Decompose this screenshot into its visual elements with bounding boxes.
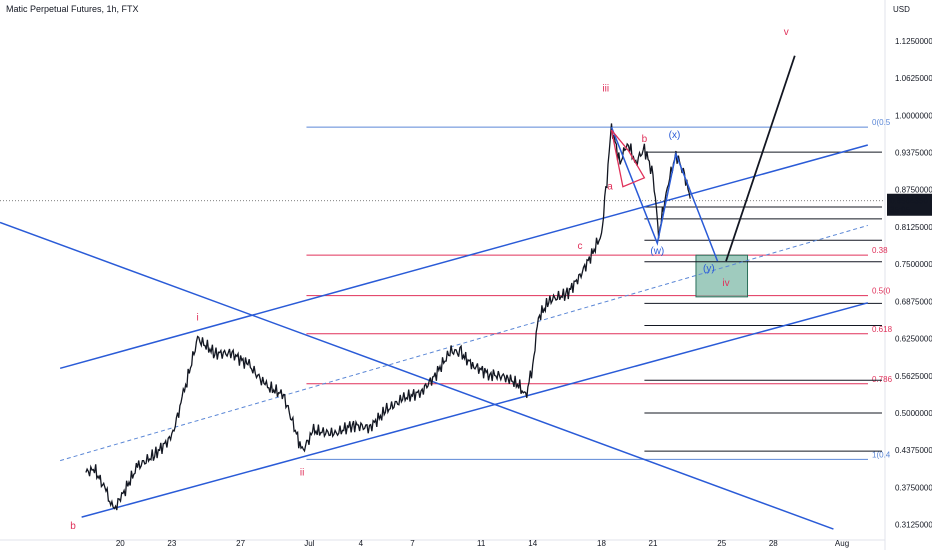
wave-label-blue: (x) <box>669 130 681 141</box>
wave-label-red: v <box>784 27 789 38</box>
fib-level-label: 0.38 <box>872 246 888 255</box>
y-tick-label: 0.3125000 <box>895 521 932 530</box>
x-tick-label: 25 <box>717 539 726 548</box>
fib-level-label: 0(0.5 <box>872 118 891 127</box>
wave-v-projection-line <box>725 55 796 262</box>
chart-title: Matic Perpetual Futures, 1h, FTX <box>6 4 139 14</box>
fib-level-label: 0.618 <box>872 325 893 334</box>
x-tick-label: 27 <box>236 539 245 548</box>
wave-label-red: b <box>70 521 76 532</box>
fib-level-label: 1(0.4 <box>872 450 891 459</box>
wave-label-red: iii <box>602 83 609 94</box>
descending-trend-line <box>0 221 834 530</box>
x-tick-label: 14 <box>528 539 537 548</box>
y-tick-label: 0.9375000 <box>895 148 932 157</box>
x-tick-label: 28 <box>769 539 778 548</box>
y-tick-label: 1.0000000 <box>895 111 932 120</box>
wave-label-red: c <box>577 241 582 252</box>
last-price-value: 0.8564350 <box>890 197 928 206</box>
x-tick-label: 18 <box>597 539 606 548</box>
x-tick-label: 11 <box>477 539 486 548</box>
y-tick-label: 1.1250000 <box>895 37 932 46</box>
x-tick-label: 23 <box>167 539 176 548</box>
x-tick-label: 4 <box>359 539 364 548</box>
y-tick-label: 0.6250000 <box>895 335 932 344</box>
channel-lower-line <box>81 302 869 518</box>
last-price-badge <box>887 193 932 216</box>
fib-level-label: 0.786 <box>872 375 893 384</box>
y-tick-label: 0.5625000 <box>895 372 932 381</box>
y-tick-label: 0.5000000 <box>895 409 932 418</box>
abc-triangle <box>610 129 646 188</box>
y-tick-label: 0.8750000 <box>895 186 932 195</box>
channel-upper-line <box>59 144 869 370</box>
y-tick-label: 0.8125000 <box>895 223 932 232</box>
wave-label-red: ii <box>300 467 304 478</box>
y-tick-label: 0.3750000 <box>895 483 932 492</box>
x-tick-label: Jul <box>304 539 314 548</box>
wave-label-red: i <box>197 313 199 324</box>
bar-countdown: 35:05 <box>890 206 911 215</box>
wave-label-red: a <box>607 182 613 193</box>
x-tick-label: Aug <box>835 539 849 548</box>
y-tick-label: 1.0625000 <box>895 74 932 83</box>
y-tick-label: 0.7500000 <box>895 260 932 269</box>
wxy-projection-path <box>610 126 719 262</box>
wave-label-blue: (y) <box>703 263 715 274</box>
y-tick-label: 0.6875000 <box>895 297 932 306</box>
x-tick-label: 20 <box>116 539 125 548</box>
channel-mid-line <box>60 224 868 462</box>
x-tick-label: 7 <box>410 539 415 548</box>
price-series-line <box>85 123 691 511</box>
wave-label-blue: (w) <box>650 246 664 257</box>
x-tick-label: 21 <box>649 539 658 548</box>
fib-level-label: 0.5(0 <box>872 287 891 296</box>
wave-label-red: iv <box>722 278 729 289</box>
currency-label: USD <box>893 5 910 14</box>
wave-label-red: b <box>642 134 648 145</box>
y-tick-label: 0.4375000 <box>895 446 932 455</box>
